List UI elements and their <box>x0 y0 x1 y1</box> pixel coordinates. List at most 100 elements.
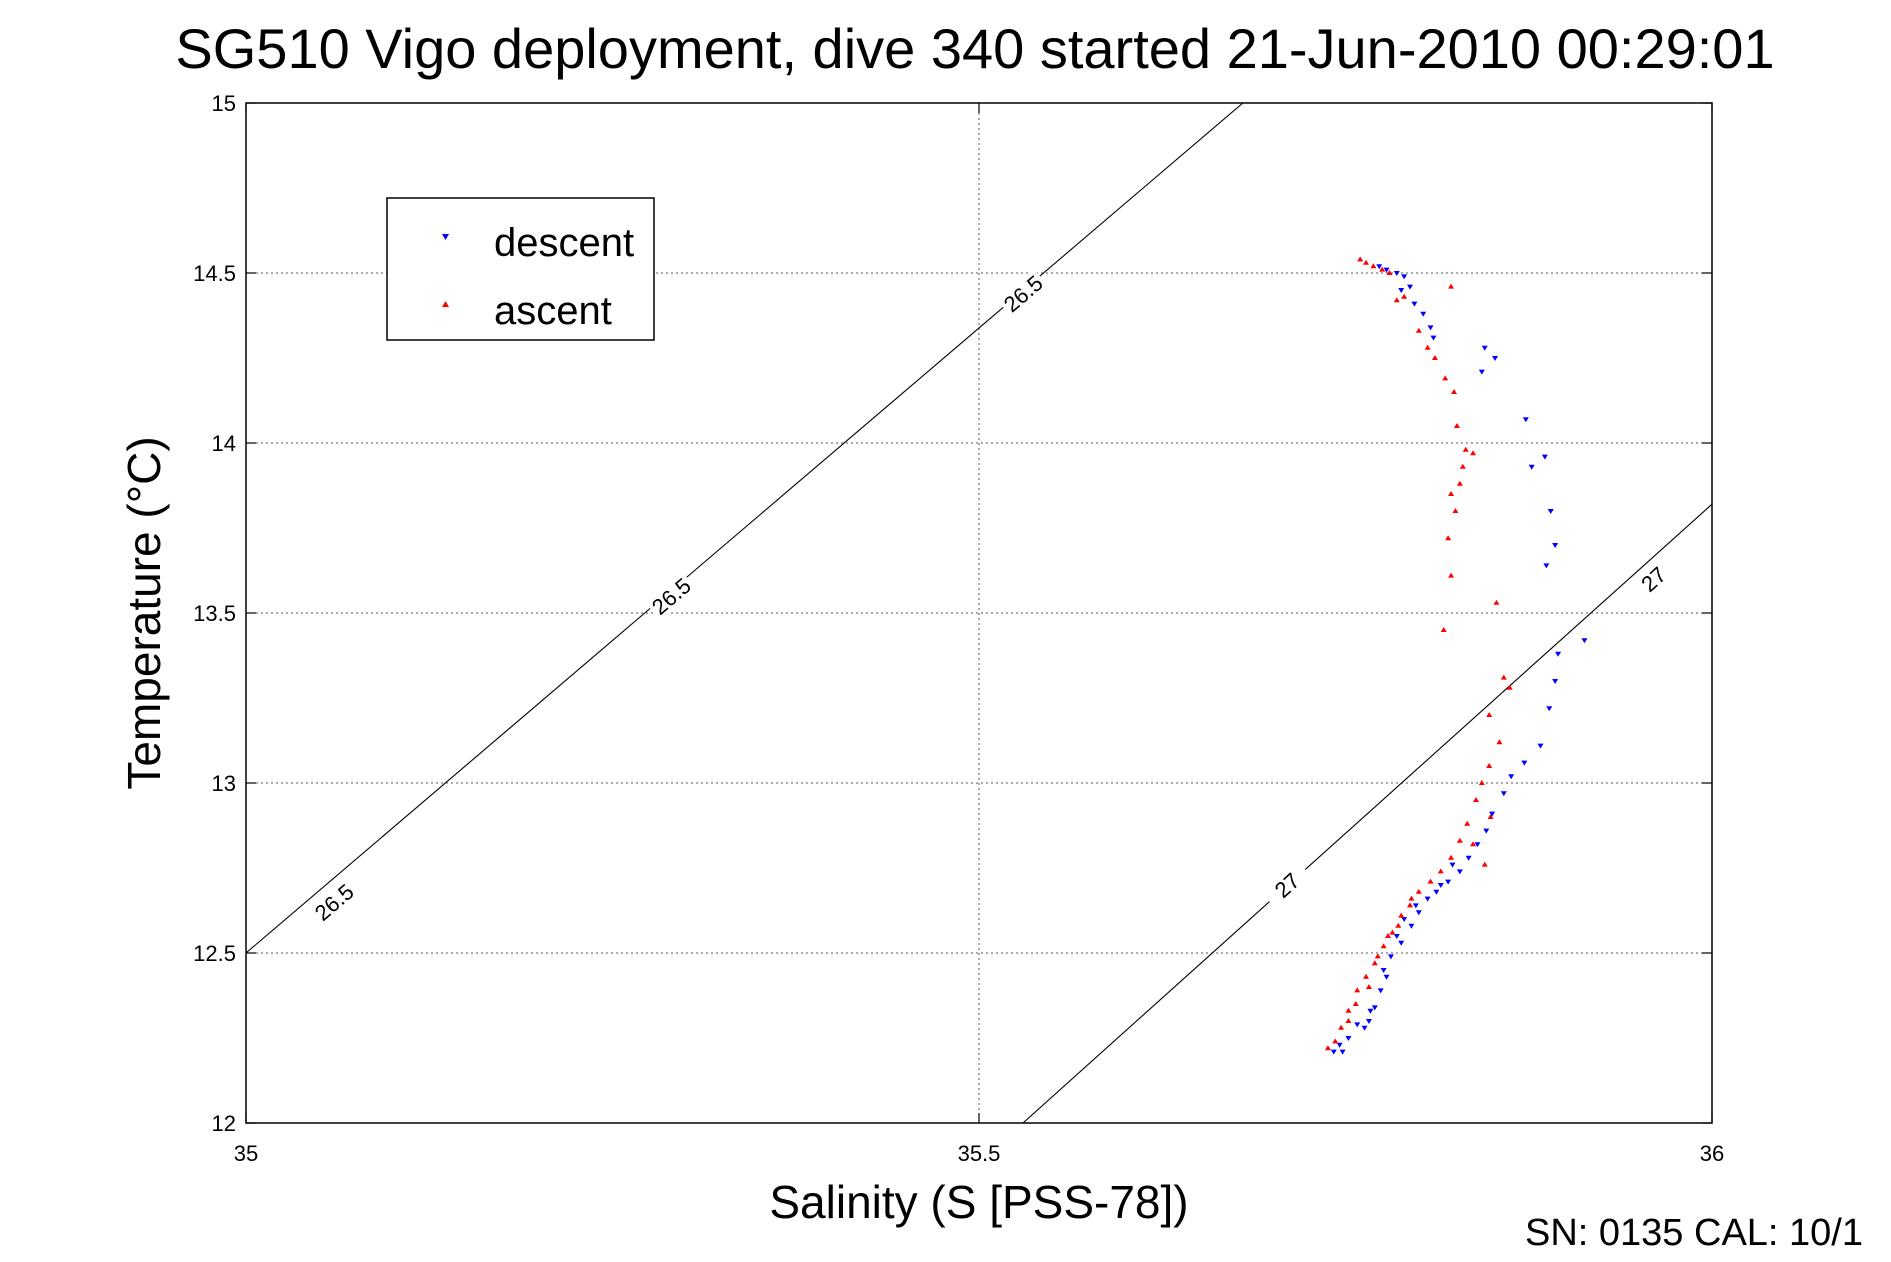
ascent-point <box>1371 960 1378 966</box>
descent-point <box>1398 288 1405 293</box>
x-tick-labels: 35 35.5 36 <box>234 1141 1724 1166</box>
descent-point <box>1547 509 1554 514</box>
ascent-point <box>1427 878 1434 884</box>
legend-ascent-label: ascent <box>494 289 612 333</box>
ascent-point <box>1450 389 1457 394</box>
ascent-point <box>1440 627 1447 632</box>
descent-point <box>1383 267 1390 273</box>
ascent-point <box>1415 327 1422 333</box>
descent-point <box>1377 988 1384 994</box>
descent-point <box>1361 1025 1368 1031</box>
ascent-point <box>1486 763 1493 768</box>
ascent-point <box>1448 854 1455 860</box>
descent-point <box>1483 828 1490 834</box>
legend-ascent-marker <box>442 301 449 307</box>
ascent-point <box>1470 841 1477 847</box>
ascent-point <box>1357 256 1364 262</box>
descent-point <box>1367 1008 1374 1014</box>
ascent-point <box>1470 450 1477 456</box>
descent-point <box>1383 974 1390 980</box>
ascent-point <box>1453 423 1460 428</box>
ascent-point <box>1338 1024 1345 1030</box>
ascent-point <box>1415 888 1422 894</box>
ascent-point <box>1464 820 1471 826</box>
y-tick-label: 12.5 <box>193 941 236 966</box>
legend-descent-marker <box>442 234 449 240</box>
isopycnal-label-bg <box>307 877 361 927</box>
ascent-point <box>1374 953 1381 959</box>
y-tick-label: 14.5 <box>193 261 236 286</box>
descent-point <box>1508 774 1515 780</box>
ascent-point <box>1365 984 1372 989</box>
isopycnal-line <box>246 103 1244 954</box>
isopycnal-label-bg <box>1260 860 1313 910</box>
ascent-point <box>1445 535 1452 541</box>
ascent-point <box>1345 1007 1352 1013</box>
descent-point <box>1474 842 1481 848</box>
serial-calibration-note: SN: 0135 CAL: 10/1 <box>1525 1212 1863 1254</box>
descent-point <box>1365 1019 1372 1024</box>
ascent-point <box>1493 599 1500 605</box>
ascent-point <box>1452 508 1459 513</box>
descent-point <box>1433 889 1440 895</box>
ascent-point <box>1385 933 1392 938</box>
ascent-point <box>1448 572 1455 578</box>
y-tick-label: 15 <box>212 91 236 116</box>
descent-point <box>1411 301 1418 307</box>
ascent-point <box>1478 780 1485 785</box>
descent-point <box>1430 335 1437 341</box>
ascent-point <box>1506 684 1513 690</box>
descent-point <box>1552 679 1559 684</box>
descent-point <box>1552 543 1559 548</box>
y-tick-label: 13.5 <box>193 601 236 626</box>
ascent-point <box>1407 902 1414 908</box>
isopycnal-line <box>1022 503 1712 1123</box>
x-tick-label: 35.5 <box>958 1141 1001 1166</box>
descent-point <box>1427 325 1434 331</box>
chart-title: SG510 Vigo deployment, dive 340 started … <box>175 17 1774 80</box>
descent-point <box>1489 811 1496 817</box>
y-tick-labels: 12 12.5 13 13.5 14 14.5 15 <box>193 91 236 1136</box>
descent-point <box>1420 311 1427 317</box>
descent-point <box>1492 356 1499 361</box>
ascent-point <box>1462 446 1469 452</box>
ascent-point <box>1431 355 1438 360</box>
descent-point <box>1398 940 1405 946</box>
descent-point <box>1543 563 1550 569</box>
descent-point <box>1537 743 1544 749</box>
ascent-point <box>1456 837 1463 843</box>
descent-point <box>1408 923 1415 929</box>
isopycnal-label-bg <box>645 571 698 621</box>
descent-point <box>1376 264 1383 270</box>
descent-point <box>1412 903 1419 909</box>
x-tick-label: 36 <box>1700 1141 1724 1166</box>
ascent-point <box>1380 943 1387 949</box>
x-axis-label: Salinity (S [PSS-78]) <box>769 1176 1188 1228</box>
ascent-point <box>1401 293 1408 299</box>
descent-point <box>1371 1005 1378 1011</box>
ascent-point <box>1363 973 1370 979</box>
ascent-point <box>1456 480 1463 486</box>
descent-point <box>1336 1042 1343 1048</box>
data-points <box>1324 256 1588 1055</box>
isopycnal-label-bg <box>996 268 1050 319</box>
descent-point <box>1424 896 1431 902</box>
ascent-point <box>1324 1045 1331 1051</box>
ascent-point <box>1332 1038 1339 1044</box>
descent-point <box>1407 284 1414 290</box>
descent-point <box>1449 862 1456 868</box>
descent-point <box>1401 274 1408 280</box>
descent-point <box>1500 791 1507 797</box>
ascent-point <box>1424 344 1431 350</box>
ascent-point <box>1459 463 1466 469</box>
descent-point <box>1465 855 1472 861</box>
ascent-point <box>1486 712 1493 717</box>
descent-point <box>1481 345 1488 351</box>
ascent-point <box>1352 1001 1359 1006</box>
ascent-point <box>1448 283 1455 289</box>
ascent-point <box>1354 987 1361 993</box>
ascent-point <box>1408 895 1415 901</box>
descent-point <box>1339 1049 1346 1055</box>
